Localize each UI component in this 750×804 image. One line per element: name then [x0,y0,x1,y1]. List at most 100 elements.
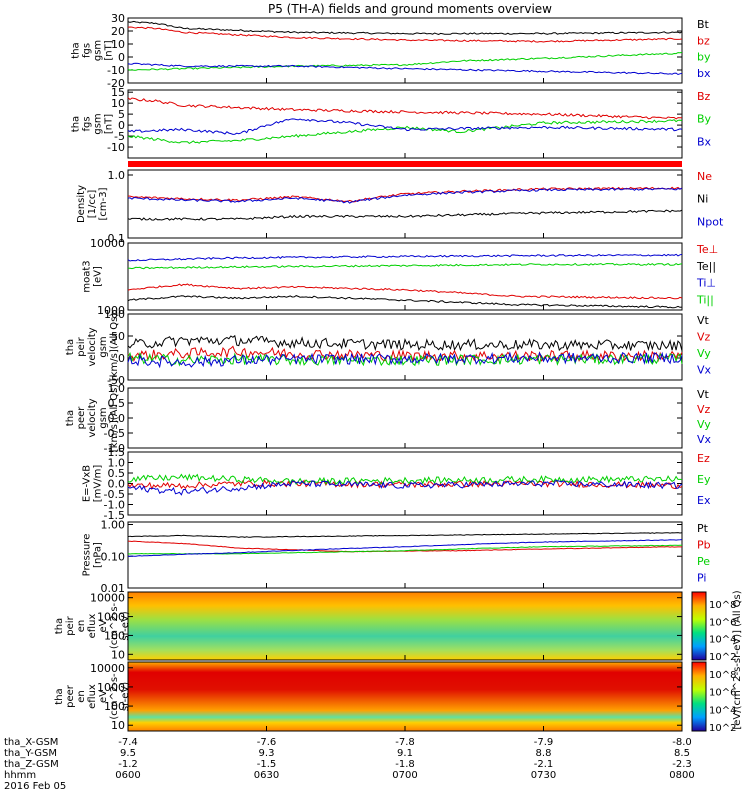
panel-6: 1.0 0.5 0.0 -0.5 -1.0 tha peer velocity gsm [km/s… [65,382,712,455]
series-line-Bx [127,118,683,135]
y-tick-label: -5 [114,130,125,143]
y-tick-label: 100 [104,308,125,321]
legend-label: Vx [697,433,712,446]
y-axis-label: peir [76,336,87,356]
y-axis-label: sr-eV) [120,611,131,640]
legend-label: Ti⊥ [696,277,716,290]
legend-label: Bz [697,90,711,103]
y-axis-label: (cm^2-s- [109,673,120,720]
y-axis-label: [mV/m] [93,465,104,503]
series-line-Vz [127,345,683,363]
panel-frame [127,313,683,381]
legend-label: bz [697,34,710,47]
y-tick-label: 10 [111,648,125,661]
panel-5: 100 50 0 -50 tha peir velocity gsm [km/s](All Qs… [65,308,712,387]
y-tick-label: 20 [111,25,125,38]
y-tick-label: 10000 [90,237,125,250]
x-tick-label: 0600 [115,770,140,781]
x-tick-label: 8.5 [674,748,690,759]
y-axis-label: gsm [98,336,109,357]
series-line-Ti⊥ [127,253,683,262]
series-line-Ex [127,480,683,496]
panel-frame [127,242,683,311]
y-axis-label: fgs [82,116,93,131]
y-tick-label: 1.00 [101,519,126,532]
y-axis-label: gsm [98,407,109,428]
series-line-Ey [127,473,683,486]
series-line-Te⊥ [127,283,683,300]
y-tick-label: 0.1 [108,232,126,245]
y-tick-label: 100 [104,629,125,642]
colorbar-tick-label: 10^2 [709,652,736,663]
x-tick-label: -7.4 [118,737,138,748]
y-axis-label: tha [65,410,76,426]
y-axis-label: E=-VxB [82,465,93,502]
x-tick-label: -1.8 [395,759,415,770]
legend-label: Pe [697,555,710,568]
y-tick-label: -20 [107,77,125,90]
y-axis-label: moat3 [82,260,93,292]
series-line-bz [127,26,683,43]
colorbar-tick-label: 10^4 [709,705,736,716]
y-tick-label: -10 [107,141,125,154]
y-axis-label: eV [98,690,109,703]
series-line-Pt [127,532,683,538]
y-axis-label: eflux [87,684,98,709]
y-tick-label: 10000 [90,592,125,605]
y-axis-label: peir [65,615,76,635]
legend-label: Vy [697,418,711,431]
x-tick-label: -2.3 [672,759,692,770]
y-axis-label: velocity [87,398,98,437]
x-tick-label: 0730 [531,770,556,781]
y-tick-label: 0 [118,119,125,132]
y-axis-label: eV [98,619,109,632]
y-tick-label: 0.01 [101,582,126,595]
y-tick-label: 0.5 [108,397,126,410]
x-tick-label: -7.9 [534,737,554,748]
y-axis-label: velocity [87,327,98,366]
panel-7: 1.51.00.50.0-0.5-1.0-1.5 E=-VxB [mV/m] Ez Ey… [82,446,711,522]
panel-3: 1.0 0.1 Density [1/cc] [cm-3] Ne Ni Npot [76,169,724,245]
y-tick-label: 10 [111,719,125,732]
y-axis-label: tha [65,339,76,355]
legend-label: Vy [697,347,711,360]
spectrogram [128,662,682,731]
panel-frame [127,169,683,239]
y-axis-label: gsm [93,40,104,61]
legend-label: Vt [697,388,710,401]
legend-label: Te|| [696,260,716,273]
y-axis-label: gsm [93,113,104,134]
y-tick-label: 10 [111,38,125,51]
series-line-Ti|| [127,262,683,270]
legend-label: by [697,51,711,64]
colorbar [691,591,707,661]
x-tick-label: 8.8 [536,748,552,759]
y-tick-label: 15 [111,86,125,99]
series-line-Pi [127,539,683,557]
x-row-label: tha_X-GSM [4,737,58,748]
y-tick-label: -10 [107,64,125,77]
x-tick-label: -1.2 [118,759,138,770]
series-line-Ne [127,186,683,203]
y-axis-label: peer [76,406,87,430]
series-line-by [127,51,683,71]
legend-label: Pt [697,522,709,535]
y-axis-label: en [76,690,87,703]
legend-label: Bt [697,18,710,31]
y-tick-label: 100 [104,700,125,713]
colorbar-tick-label: 10^4 [709,635,736,646]
x-tick-label: 9.3 [259,748,275,759]
legend-label: Vz [697,331,711,344]
y-tick-label: 1.0 [108,169,126,182]
legend-label: Ne [697,170,712,183]
spectrogram [128,592,682,660]
y-axis-label: sr-eV) [120,682,131,711]
y-tick-label: 0 [118,352,125,365]
colorbar-tick-label: 10^8 [709,670,736,681]
x-tick-label: 9.1 [397,748,413,759]
colorbar-tick-label: 10^8 [709,600,736,611]
legend-label: Vt [697,314,710,327]
